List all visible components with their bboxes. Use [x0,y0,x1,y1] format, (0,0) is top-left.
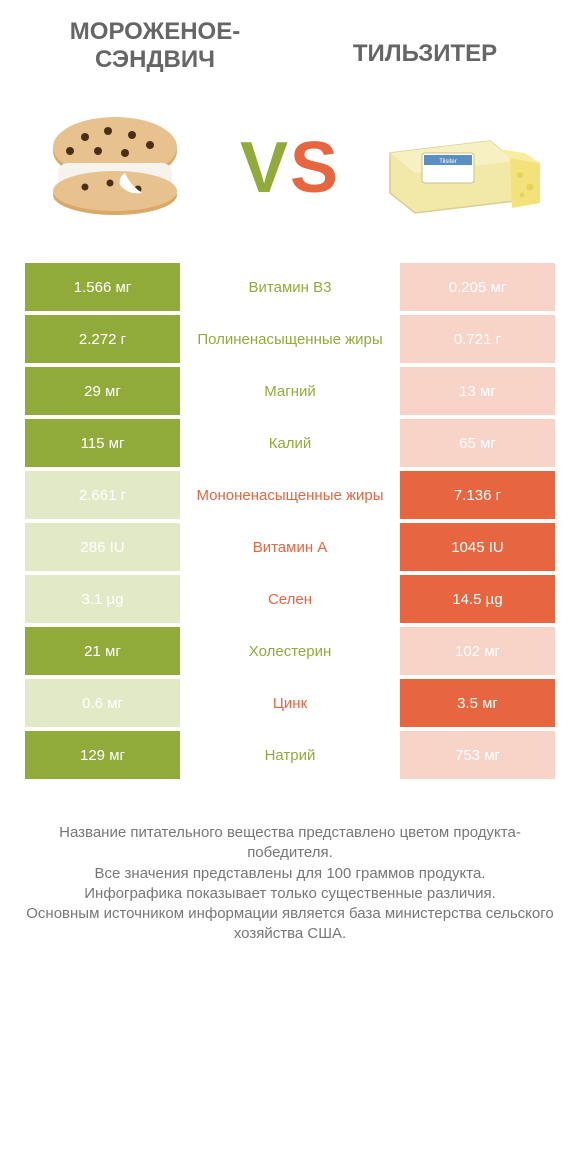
cell-nutrient-label: Витамин B3 [180,263,400,311]
cell-nutrient-label: Полиненасыщенные жиры [180,315,400,363]
cell-left-value: 1.566 мг [25,263,180,311]
cell-nutrient-label: Калий [180,419,400,467]
cell-right-value: 14.5 µg [400,575,555,623]
cell-nutrient-label: Мононенасыщенные жиры [180,471,400,519]
product-left-title: МОРОЖЕНОЕ-СЭНДВИЧ [40,18,270,73]
cell-left-value: 2.661 г [25,471,180,519]
cell-left-value: 21 мг [25,627,180,675]
table-row: 1.566 мгВитамин B30.205 мг [25,263,555,315]
cell-left-value: 129 мг [25,731,180,779]
comparison-table: 1.566 мгВитамин B30.205 мг2.272 гПолинен… [0,263,580,783]
footer-notes: Название питательного вещества представл… [0,783,580,945]
table-row: 2.661 гМононенасыщенные жиры7.136 г [25,471,555,523]
cell-left-value: 0.6 мг [25,679,180,727]
cell-left-value: 29 мг [25,367,180,415]
cell-right-value: 1045 IU [400,523,555,571]
product-right-title: ТИЛЬЗИТЕР [310,18,540,73]
table-row: 0.6 мгЦинк3.5 мг [25,679,555,731]
footer-line-4: Основным источником информации является … [25,904,555,945]
cell-left-value: 115 мг [25,419,180,467]
cell-left-value: 2.272 г [25,315,180,363]
cell-right-value: 102 мг [400,627,555,675]
cell-nutrient-label: Натрий [180,731,400,779]
vs-v: V [240,128,290,208]
cell-right-value: 65 мг [400,419,555,467]
cell-right-value: 0.721 г [400,315,555,363]
cell-right-value: 0.205 мг [400,263,555,311]
footer-line-2: Все значения представлены для 100 граммо… [25,864,555,884]
vs-label: VS [240,127,340,209]
table-row: 29 мгМагний13 мг [25,367,555,419]
table-row: 286 IUВитамин A1045 IU [25,523,555,575]
table-row: 21 мгХолестерин102 мг [25,627,555,679]
cell-right-value: 3.5 мг [400,679,555,727]
cell-nutrient-label: Магний [180,367,400,415]
cell-nutrient-label: Витамин A [180,523,400,571]
cell-nutrient-label: Холестерин [180,627,400,675]
footer-line-1: Название питательного вещества представл… [25,823,555,864]
table-row: 2.272 гПолиненасыщенные жиры0.721 г [25,315,555,367]
product-left-image [30,103,200,233]
cell-right-value: 753 мг [400,731,555,779]
cell-nutrient-label: Селен [180,575,400,623]
svg-text:Tilsiter: Tilsiter [439,159,456,165]
header-row: МОРОЖЕНОЕ-СЭНДВИЧ ТИЛЬЗИТЕР [0,0,580,73]
images-row: VS Tilsiter [0,73,580,263]
table-row: 3.1 µgСелен14.5 µg [25,575,555,627]
cell-right-value: 13 мг [400,367,555,415]
cell-left-value: 286 IU [25,523,180,571]
cell-nutrient-label: Цинк [180,679,400,727]
table-row: 129 мгНатрий753 мг [25,731,555,783]
product-right-image: Tilsiter [380,103,550,233]
footer-line-3: Инфографика показывает только существенн… [25,884,555,904]
table-row: 115 мгКалий65 мг [25,419,555,471]
vs-s: S [290,128,340,208]
cell-left-value: 3.1 µg [25,575,180,623]
cell-right-value: 7.136 г [400,471,555,519]
